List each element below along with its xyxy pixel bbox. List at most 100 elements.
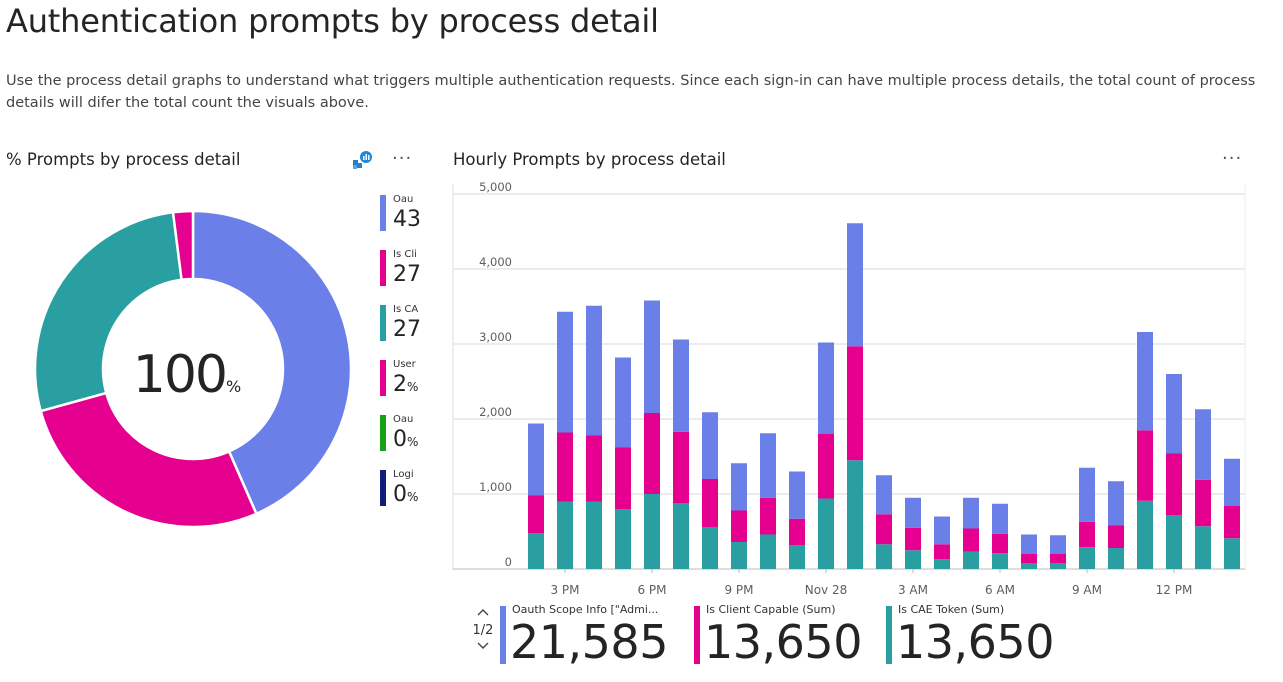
bar-segment-oauth-scope-info[interactable] <box>586 305 602 436</box>
legend-item[interactable]: Is Cli 27 <box>378 245 422 300</box>
legend-value: 0 <box>393 482 407 507</box>
bar-segment-is-cae-token[interactable] <box>818 498 834 570</box>
bar-segment-is-cae-token[interactable] <box>731 542 747 569</box>
x-tick-label: 12 PM <box>1156 583 1193 597</box>
bar-segment-is-cae-token[interactable] <box>528 533 544 569</box>
donut-slice-is-cae-token[interactable] <box>33 210 184 413</box>
legend-name: Is CA <box>393 304 419 315</box>
bar-segment-is-client-capable[interactable] <box>557 432 573 502</box>
bar-segment-oauth-scope-info[interactable] <box>731 463 747 511</box>
bar-segment-is-cae-token[interactable] <box>789 545 805 569</box>
bar-segment-is-client-capable[interactable] <box>528 495 544 534</box>
bar-segment-is-cae-token[interactable] <box>1021 563 1037 569</box>
bar-segment-is-client-capable[interactable] <box>760 497 776 535</box>
donut-more-options-icon[interactable]: ··· <box>392 148 413 169</box>
bar-segment-is-client-capable[interactable] <box>702 479 718 527</box>
bar-segment-is-client-capable[interactable] <box>934 544 950 560</box>
bar-segment-is-cae-token[interactable] <box>1108 548 1124 569</box>
bar-segment-oauth-scope-info[interactable] <box>702 412 718 479</box>
bar-segment-oauth-scope-info[interactable] <box>847 223 863 347</box>
bar-segment-oauth-scope-info[interactable] <box>615 357 631 448</box>
bar-segment-oauth-scope-info[interactable] <box>760 433 776 498</box>
x-tick-label: 9 PM <box>724 583 753 597</box>
bar-segment-is-client-capable[interactable] <box>1137 430 1153 501</box>
legend-item[interactable]: Oau 43 <box>378 190 422 245</box>
bar-segment-is-client-capable[interactable] <box>1079 521 1095 548</box>
legend-item[interactable]: User 2% <box>378 355 422 410</box>
bar-segment-is-cae-token[interactable] <box>557 501 573 570</box>
bar-segment-is-cae-token[interactable] <box>1224 538 1240 569</box>
legend-item[interactable]: Oau 0% <box>378 410 422 465</box>
bar-segment-oauth-scope-info[interactable] <box>992 503 1008 534</box>
bar-segment-is-client-capable[interactable] <box>963 528 979 552</box>
bar-segment-is-client-capable[interactable] <box>673 431 689 503</box>
bar-segment-is-client-capable[interactable] <box>818 434 834 499</box>
bar-segment-is-client-capable[interactable] <box>1224 506 1240 539</box>
bar-segment-oauth-scope-info[interactable] <box>1166 374 1182 454</box>
bar-segment-is-cae-token[interactable] <box>760 534 776 570</box>
bar-segment-oauth-scope-info[interactable] <box>963 497 979 529</box>
bar-segment-is-cae-token[interactable] <box>963 551 979 569</box>
bar-segment-oauth-scope-info[interactable] <box>1079 467 1095 522</box>
bar-segment-is-client-capable[interactable] <box>1195 479 1211 527</box>
bar-segment-is-client-capable[interactable] <box>992 533 1008 554</box>
bar-more-options-icon[interactable]: ··· <box>1222 148 1243 169</box>
bar-segment-is-client-capable[interactable] <box>615 447 631 510</box>
bar-segment-is-client-capable[interactable] <box>1166 453 1182 516</box>
bar-segment-oauth-scope-info[interactable] <box>557 311 573 433</box>
page-description: Use the process detail graphs to underst… <box>6 73 1256 111</box>
donut-slice-user[interactable] <box>171 209 195 282</box>
bar-segment-is-cae-token[interactable] <box>992 553 1008 569</box>
bar-segment-is-cae-token[interactable] <box>586 501 602 570</box>
bar-segment-is-client-capable[interactable] <box>876 514 892 545</box>
bar-segment-is-cae-token[interactable] <box>905 550 921 569</box>
bar-segment-oauth-scope-info[interactable] <box>1050 535 1066 554</box>
bar-segment-oauth-scope-info[interactable] <box>528 423 544 496</box>
bar-segment-is-client-capable[interactable] <box>644 413 660 494</box>
pager-down-icon[interactable] <box>470 640 496 656</box>
bar-segment-oauth-scope-info[interactable] <box>789 471 805 519</box>
donut-card-title: % Prompts by process detail <box>6 150 241 169</box>
bar-segment-is-cae-token[interactable] <box>847 460 863 569</box>
bar-segment-is-cae-token[interactable] <box>1050 563 1066 569</box>
bar-segment-is-client-capable[interactable] <box>1021 554 1037 563</box>
smart-narrative-icon[interactable] <box>351 150 373 170</box>
bar-segment-oauth-scope-info[interactable] <box>818 342 834 435</box>
bar-segment-is-cae-token[interactable] <box>702 527 718 569</box>
legend-item[interactable]: Logi 0% <box>378 465 422 520</box>
bar-segment-is-client-capable[interactable] <box>1108 525 1124 549</box>
bar-segment-oauth-scope-info[interactable] <box>673 339 689 432</box>
donut-slice-is-client-capable[interactable] <box>39 391 258 529</box>
pager-up-icon[interactable] <box>470 606 496 622</box>
bar-segment-is-cae-token[interactable] <box>615 509 631 569</box>
bar-segment-is-client-capable[interactable] <box>789 518 805 545</box>
bar-segment-is-client-capable[interactable] <box>1050 554 1066 563</box>
bar-segment-is-client-capable[interactable] <box>905 527 921 551</box>
bar-segment-oauth-scope-info[interactable] <box>876 475 892 515</box>
bar-segment-oauth-scope-info[interactable] <box>934 516 950 545</box>
bar-segment-is-cae-token[interactable] <box>876 544 892 569</box>
bar-segment-oauth-scope-info[interactable] <box>1195 409 1211 480</box>
bar-segment-is-cae-token[interactable] <box>1195 526 1211 569</box>
bar-segment-is-cae-token[interactable] <box>644 494 660 569</box>
bar-segment-is-client-capable[interactable] <box>731 510 747 543</box>
bar-segment-oauth-scope-info[interactable] <box>1021 534 1037 555</box>
legend-item[interactable]: Is CA 27 <box>378 300 422 355</box>
hourly-bar-chart: 0 1,000 2,000 3,000 4,000 5,000 3 PM 6 PM 9 PM N… <box>452 180 1246 597</box>
bar-segment-oauth-scope-info[interactable] <box>1108 481 1124 526</box>
bar-segment-is-cae-token[interactable] <box>1079 547 1095 569</box>
legend-unit: % <box>407 490 419 504</box>
bar-segment-is-client-capable[interactable] <box>586 435 602 502</box>
bar-segment-oauth-scope-info[interactable] <box>905 497 921 528</box>
pager-label: 1/2 <box>472 623 494 638</box>
bar-segment-oauth-scope-info[interactable] <box>1224 458 1240 506</box>
bar-segment-oauth-scope-info[interactable] <box>1137 332 1153 431</box>
bar-segment-is-cae-token[interactable] <box>1137 500 1153 569</box>
legend-value: 0 <box>393 427 407 452</box>
bar-segment-is-cae-token[interactable] <box>673 503 689 569</box>
donut-slice-oauth-scope-info[interactable] <box>191 209 353 516</box>
bar-segment-is-cae-token[interactable] <box>1166 515 1182 569</box>
bar-segment-oauth-scope-info[interactable] <box>644 300 660 414</box>
bar-segment-is-cae-token[interactable] <box>934 559 950 569</box>
bar-segment-is-client-capable[interactable] <box>847 346 863 461</box>
